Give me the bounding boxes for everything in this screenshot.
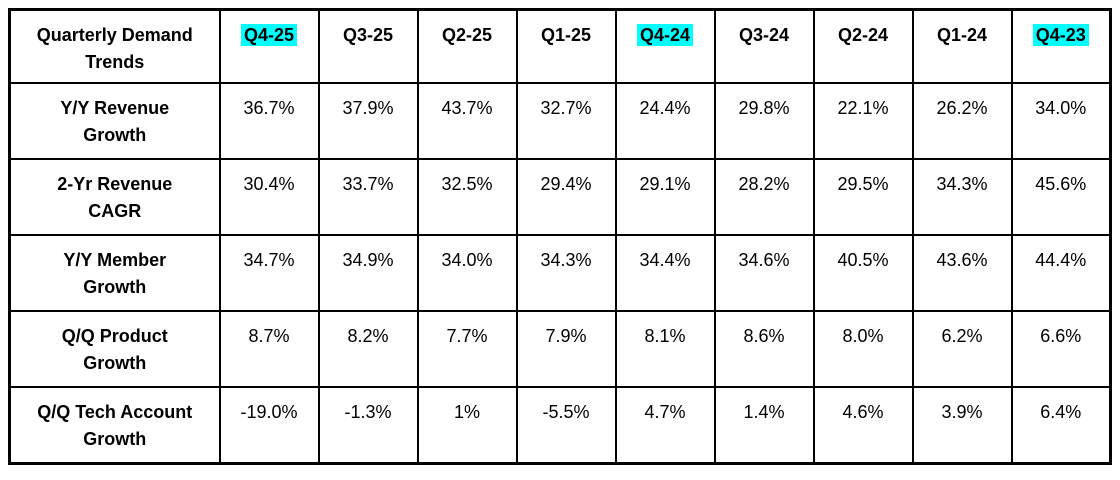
cell-yy-revenue-growth-q3-24: 29.8% [713, 82, 815, 160]
cell-2yr-revenue-cagr-q4-24: 29.1% [614, 158, 716, 236]
quarter-label: Q3-25 [342, 25, 394, 45]
cell-2yr-revenue-cagr-q1-25: 29.4% [515, 158, 617, 236]
cell-yy-revenue-growth-q2-24: 22.1% [812, 82, 914, 160]
cell-2yr-revenue-cagr-q3-24: 28.2% [713, 158, 815, 236]
cell-yy-member-growth-q2-25: 34.0% [416, 234, 518, 312]
cell-yy-member-growth-q3-24: 34.6% [713, 234, 815, 312]
cell-qq-tech-account-growth-q3-24: 1.4% [713, 386, 815, 464]
table-row: Q/Q Tech Account Growth -19.0% -1.3% 1% -5.5… [8, 386, 1112, 464]
column-header-q1-25: Q1-25 [515, 8, 617, 84]
cell-yy-member-growth-q1-25: 34.3% [515, 234, 617, 312]
column-header-q4-23: Q4-23 [1010, 8, 1112, 84]
cell-qq-tech-account-growth-q4-24: 4.7% [614, 386, 716, 464]
table-row: Q/Q Product Growth 8.7% 8.2% 7.7% 7.9% 8.1% 8.… [8, 310, 1112, 388]
row-label-yy-revenue-growth: Y/Y Revenue Growth [8, 82, 221, 160]
cell-qq-product-growth-q1-24: 6.2% [911, 310, 1013, 388]
column-header-q4-24: Q4-24 [614, 8, 716, 84]
cell-qq-tech-account-growth-q2-24: 4.6% [812, 386, 914, 464]
cell-qq-product-growth-q4-23: 6.6% [1010, 310, 1112, 388]
cell-qq-product-growth-q1-25: 7.9% [515, 310, 617, 388]
cell-qq-tech-account-growth-q4-25: -19.0% [218, 386, 320, 464]
cell-qq-tech-account-growth-q2-25: 1% [416, 386, 518, 464]
cell-qq-product-growth-q3-24: 8.6% [713, 310, 815, 388]
row-label-qq-product-growth: Q/Q Product Growth [8, 310, 221, 388]
cell-qq-tech-account-growth-q1-25: -5.5% [515, 386, 617, 464]
cell-2yr-revenue-cagr-q1-24: 34.3% [911, 158, 1013, 236]
cell-qq-product-growth-q2-25: 7.7% [416, 310, 518, 388]
header-row: Quarterly Demand Trends Q4-25 Q3-25 Q2-25 Q… [8, 8, 1112, 84]
column-header-q2-24: Q2-24 [812, 8, 914, 84]
column-header-q2-25: Q2-25 [416, 8, 518, 84]
cell-qq-tech-account-growth-q4-23: 6.4% [1010, 386, 1112, 464]
row-label-yy-member-growth: Y/Y Member Growth [8, 234, 221, 312]
cell-yy-revenue-growth-q1-25: 32.7% [515, 82, 617, 160]
cell-qq-tech-account-growth-q3-25: -1.3% [317, 386, 419, 464]
cell-yy-member-growth-q2-24: 40.5% [812, 234, 914, 312]
row-label-2yr-revenue-cagr: 2-Yr Revenue CAGR [8, 158, 221, 236]
cell-yy-revenue-growth-q4-23: 34.0% [1010, 82, 1112, 160]
quarter-label: Q3-24 [738, 25, 790, 45]
table-body: Y/Y Revenue Growth 36.7% 37.9% 43.7% 32.7% 24… [8, 82, 1112, 464]
quarter-label: Q1-25 [540, 25, 592, 45]
table-header: Quarterly Demand Trends Q4-25 Q3-25 Q2-25 Q… [8, 8, 1112, 84]
highlighted-quarter-label: Q4-23 [1032, 24, 1089, 46]
table-row: Y/Y Member Growth 34.7% 34.9% 34.0% 34.3% 34.… [8, 234, 1112, 312]
column-header-q3-24: Q3-24 [713, 8, 815, 84]
table-row: 2-Yr Revenue CAGR 30.4% 33.7% 32.5% 29.4% 29.… [8, 158, 1112, 236]
highlighted-quarter-label: Q4-24 [636, 24, 694, 46]
cell-yy-member-growth-q3-25: 34.9% [317, 234, 419, 312]
cell-qq-product-growth-q2-24: 8.0% [812, 310, 914, 388]
cell-yy-member-growth-q1-24: 43.6% [911, 234, 1013, 312]
row-label-qq-tech-account-growth: Q/Q Tech Account Growth [8, 386, 221, 464]
cell-2yr-revenue-cagr-q3-25: 33.7% [317, 158, 419, 236]
cell-qq-product-growth-q4-24: 8.1% [614, 310, 716, 388]
table-row: Y/Y Revenue Growth 36.7% 37.9% 43.7% 32.7% 24… [8, 82, 1112, 160]
cell-2yr-revenue-cagr-q2-24: 29.5% [812, 158, 914, 236]
quarter-label: Q2-25 [441, 25, 493, 45]
cell-yy-revenue-growth-q2-25: 43.7% [416, 82, 518, 160]
cell-qq-tech-account-growth-q1-24: 3.9% [911, 386, 1013, 464]
column-header-q3-25: Q3-25 [317, 8, 419, 84]
cell-yy-revenue-growth-q3-25: 37.9% [317, 82, 419, 160]
column-header-q1-24: Q1-24 [911, 8, 1013, 84]
column-header-q4-25: Q4-25 [218, 8, 320, 84]
cell-yy-member-growth-q4-23: 44.4% [1010, 234, 1112, 312]
table-title: Quarterly Demand Trends [8, 8, 221, 84]
highlighted-quarter-label: Q4-25 [240, 24, 298, 46]
cell-yy-revenue-growth-q4-24: 24.4% [614, 82, 716, 160]
cell-yy-member-growth-q4-25: 34.7% [218, 234, 320, 312]
cell-yy-revenue-growth-q4-25: 36.7% [218, 82, 320, 160]
cell-yy-revenue-growth-q1-24: 26.2% [911, 82, 1013, 160]
cell-qq-product-growth-q4-25: 8.7% [218, 310, 320, 388]
cell-2yr-revenue-cagr-q4-23: 45.6% [1010, 158, 1112, 236]
cell-2yr-revenue-cagr-q4-25: 30.4% [218, 158, 320, 236]
cell-yy-member-growth-q4-24: 34.4% [614, 234, 716, 312]
quarterly-demand-table: Quarterly Demand Trends Q4-25 Q3-25 Q2-25 Q… [8, 8, 1112, 465]
cell-qq-product-growth-q3-25: 8.2% [317, 310, 419, 388]
quarter-label: Q1-24 [936, 25, 988, 45]
quarter-label: Q2-24 [837, 25, 889, 45]
cell-2yr-revenue-cagr-q2-25: 32.5% [416, 158, 518, 236]
